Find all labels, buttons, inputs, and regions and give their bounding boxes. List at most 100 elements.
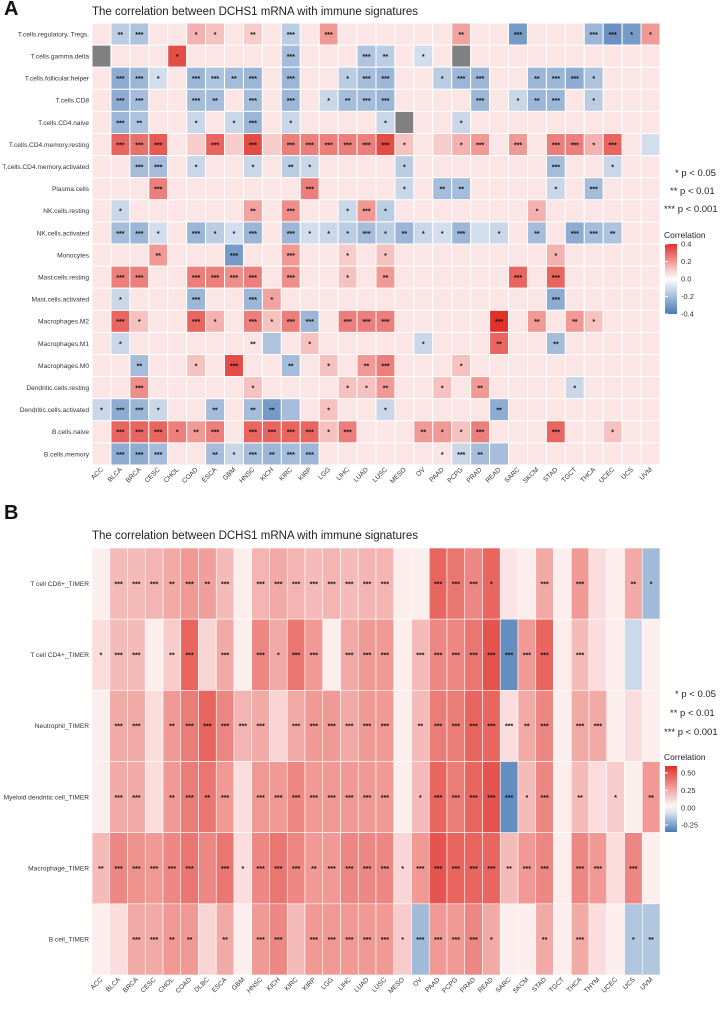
heatmap-a-star-mast-cells-resting-gbm: *** [230,275,238,282]
heatmap-b-star-myeloid-dendritic-cell-timer-lusc: *** [381,795,389,802]
heatmap-a-star-monocytes-kirc: *** [287,253,295,260]
heatmap-a-star-dendritic-cells-activated-cesc: * [157,408,160,415]
heatmap-b-star-t-cell-cd8-timer-lgg: *** [328,581,336,588]
heatmap-b-star-t-cell-cd8-timer-ucs: ** [631,581,637,588]
heatmap-a-star-b-cells-naive-ov: ** [421,430,427,437]
heatmap-a-star-plasma-cells-stad: * [554,187,557,194]
heatmap-a-star-b-cells-naive-kirc: *** [287,430,295,437]
heatmap-a-star-dendritic-cells-resting-brca: *** [135,385,143,392]
heatmap-a-star-b-cells-naive-lihc: *** [344,430,352,437]
heatmap-a-star-monocytes-lusc: * [384,253,387,260]
heatmap-b-star-macrophage-timer-read: *** [487,866,495,873]
heatmap-b-colorbar [665,766,677,832]
heatmap-a-star-nk-cells-activated-coad: *** [192,231,200,238]
heatmap-b-star-t-cell-cd8-timer-pcpg: *** [452,581,460,588]
panel-label-a: A [4,0,19,20]
heatmap-a-star-b-cells-memory-kich: ** [269,452,275,459]
heatmap-a-star-dendritic-cells-activated-lgg: * [327,408,330,415]
heatmap-b-star-neutrophil-timer-kirc: *** [292,724,300,731]
heatmap-a-star-monocytes-cesc: ** [156,253,162,260]
heatmap-b-cell-t-cell-cd4-timer-ucec [606,618,625,691]
heatmap-b-star-b-cell-timer-read: * [490,937,493,944]
heatmap-a-star-t-cells-cd4-memory-activated-ucec: * [611,164,614,171]
heatmap-b-colorbar-tick-label: 0.25 [681,786,696,795]
heatmap-b-col-label-blca: BLCA [105,976,123,994]
heatmap-b-colorbar-tick-label: 0.50 [681,769,696,778]
heatmap-a-star-mast-cells-activated-hnsc: *** [249,297,257,304]
panel-b-title: The correlation between DCHS1 mRNA with … [92,530,418,542]
heatmap-b-star-t-cell-cd8-timer-hnsc: *** [257,581,265,588]
heatmap-a-star-b-cells-naive-kirp: *** [306,430,314,437]
heatmap-b-star-b-cell-timer-kich: *** [274,937,282,944]
heatmap-b-cell-t-cell-cd4-timer-tgct [553,618,572,691]
sig-legend-a-3: *** p < 0.001 [664,204,718,215]
heatmap-b-cell-t-cell-cd4-timer-ucs [624,618,643,691]
heatmap-a-star-mast-cells-resting-brca: *** [135,275,143,282]
heatmap-a-star-mast-cells-resting-lihc: * [346,275,349,282]
heatmap-b-star-macrophage-timer-ov: *** [416,866,424,873]
heatmap-b-cell-macrophage-timer-uvm [641,832,661,905]
heatmap-b-star-macrophage-timer-thym: *** [594,866,602,873]
heatmap-a-star-dendritic-cells-resting-lihc: * [346,385,349,392]
heatmap-a-star-nk-cells-activated-lgg: * [327,231,330,238]
heatmap-b-cell-neutrophil-timer-cesc [144,690,164,762]
heatmap-b-star-neutrophil-timer-read: *** [487,724,495,731]
heatmap-a-star-b-cells-naive-prad: *** [476,430,484,437]
heatmap-b-star-macrophage-timer-hnsc: *** [257,866,265,873]
heatmap-a-star-t-cells-cd4-memory-resting-kirc: *** [287,142,295,149]
heatmap-a-star-t-cells-cd8-esca: ** [212,98,218,105]
heatmap-b-cell-b-cell-timer-sarc [499,903,519,976]
heatmap-a-star-macrophages-m2-thca: * [592,319,595,326]
heatmap-a-star-mast-cells-resting-sarc: *** [514,275,522,282]
heatmap-b-star-t-cell-cd4-timer-prad: *** [470,653,478,660]
heatmap-a-star-t-cells-follicular-helper-gbm: ** [231,76,237,83]
heatmap-a-star-monocytes-stad: * [554,253,557,260]
heatmap-a-star-t-cells-follicular-helper-pcpg: *** [457,76,465,83]
heatmap-b-star-macrophage-timer-coad: *** [186,866,194,873]
heatmap-b-star-macrophage-timer-lusc: *** [381,866,389,873]
heatmap-b-cell-t-cell-cd8-timer-thym [588,547,608,620]
heatmap-a-star-t-cells-follicular-helper-lusc: *** [381,76,389,83]
heatmap-b-cell-macrophage-timer-ucec [606,832,625,905]
heatmap-a-star-b-cells-naive-coad: ** [193,430,199,437]
heatmap-b-cell-myeloid-dendritic-cell-timer-thym [588,761,608,833]
heatmap-a-star-t-cells-follicular-helper-brca: *** [135,76,143,83]
heatmap-a-star-t-cells-regulatory-tregs-pcpg: ** [458,32,464,39]
heatmap-b-star-myeloid-dendritic-cell-timer-stad: *** [541,795,549,802]
heatmap-a-star-macrophages-m2-lusc: *** [381,319,389,326]
heatmap-a-star-t-cells-follicular-helper-luad: *** [362,76,370,83]
heatmap-a-star-t-cells-cd4-memory-resting-brca: *** [135,142,143,149]
heatmap-a-star-t-cells-regulatory-tregs-hnsc: ** [250,32,256,39]
heatmap-b-star-t-cell-cd4-timer-paad: *** [434,653,442,660]
heatmap-b-star-macrophage-timer-sarc: ** [506,866,512,873]
heatmap-b-row-label-b-cell-timer: B cell_TIMER [49,937,90,944]
heatmap-b-star-t-cell-cd4-timer-thca: *** [576,653,584,660]
heatmap-a-star-b-cells-naive-brca: *** [135,430,143,437]
heatmap-a-star-t-cells-cd8-sarc: * [517,98,520,105]
heatmap-a-star-t-cells-cd4-memory-activated-kirc: ** [288,164,294,171]
heatmap-a-star-macrophages-m2-kirp: *** [306,319,314,326]
heatmap-b-star-b-cell-timer-lgg: *** [328,937,336,944]
heatmap-b-star-t-cell-cd4-timer-kirc: *** [292,653,300,660]
heatmap-b-cell-myeloid-dendritic-cell-timer-cesc [144,761,164,833]
heatmap-a-star-t-cells-cd4-naive-pcpg: * [460,120,463,127]
heatmap-b-star-t-cell-cd8-timer-cesc: *** [150,581,158,588]
heatmap-b-star-t-cell-cd8-timer-uvm: * [650,581,653,588]
heatmap-b-col-label-meso: MESO [387,976,406,995]
heatmap-b-star-macrophage-timer-chol: *** [168,866,176,873]
heatmap-a-star-t-cells-cd4-memory-activated-coad: * [195,164,198,171]
heatmap-a-star-nk-cells-resting-blca: * [119,209,122,216]
heatmap-b-star-neutrophil-timer-hnsc: *** [257,724,265,731]
heatmap-b-star-t-cell-cd4-timer-brca: *** [132,653,140,660]
heatmap-b-col-label-brca: BRCA [122,976,140,994]
heatmap-a-star-macrophages-m2-blca: *** [116,319,124,326]
heatmap-b-star-neutrophil-timer-blca: *** [115,724,123,731]
heatmap-b-cell-t-cell-cd4-timer-uvm [641,618,661,691]
heatmap-a-star-t-cells-cd8-hnsc: *** [249,98,257,105]
heatmap-b-cell-neutrophil-timer-meso [393,690,412,762]
heatmap-b-cell-myeloid-dendritic-cell-timer-acc [91,761,111,833]
heatmap-a-star-b-cells-naive-kich: *** [268,430,276,437]
heatmap-a-star-t-cells-regulatory-tregs-lgg: *** [325,32,333,39]
heatmap-b-star-macrophage-timer-lgg: *** [328,866,336,873]
heatmap-b-star-neutrophil-timer-chol: ** [169,724,175,731]
